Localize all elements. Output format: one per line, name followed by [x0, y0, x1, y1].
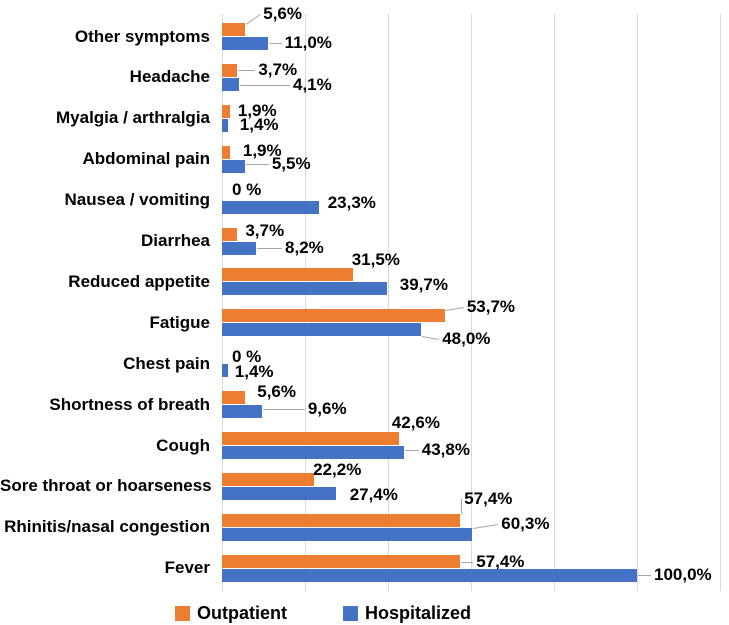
bar-hospitalized [222, 159, 245, 173]
bar-outpatient [222, 432, 399, 445]
category-label: Shortness of breath [49, 394, 210, 414]
category-label: Reduced appetite [68, 271, 210, 291]
bar-outpatient [222, 63, 238, 77]
value-label: 22,2% [313, 460, 362, 480]
leader-line [404, 449, 419, 451]
bar-hospitalized [222, 364, 228, 378]
category-label: Rhinitis/nasal congestion [4, 517, 210, 537]
value-label: 43,8% [421, 439, 470, 459]
value-label: 31,5% [351, 249, 400, 269]
value-label: 1,9% [242, 141, 282, 161]
gridline [471, 14, 472, 591]
value-label: 11,0% [284, 32, 332, 52]
category-label: Cough [156, 435, 210, 455]
outpatient-swatch [175, 606, 190, 621]
bar-outpatient [222, 104, 230, 118]
bar-outpatient [222, 554, 461, 568]
bar-hospitalized [222, 282, 387, 296]
category-label: Fatigue [149, 312, 210, 332]
category-label: Other symptoms [74, 26, 210, 46]
category-label: Fever [164, 558, 210, 578]
bar-outpatient [222, 145, 230, 159]
value-label: 3,7% [245, 221, 285, 240]
legend: Outpatient Hospitalized [0, 602, 729, 625]
bar-hospitalized [222, 37, 268, 50]
bar-hospitalized [222, 527, 473, 541]
leader-line [262, 408, 305, 410]
leader-line [246, 13, 261, 25]
bar-outpatient [222, 309, 445, 323]
value-label: 3,7% [258, 60, 298, 80]
leader-line [240, 85, 290, 87]
value-label: 1,9% [237, 101, 277, 121]
value-label: 53,7% [466, 296, 516, 316]
gridline [720, 14, 721, 591]
gridline [305, 14, 306, 591]
leader-line [422, 335, 440, 340]
value-label: 57,4% [476, 552, 525, 572]
bar-outpatient [222, 23, 246, 36]
leader-line [238, 70, 256, 72]
leader-line [638, 575, 651, 577]
value-label: 42,6% [391, 412, 440, 432]
value-label: 1,4% [239, 115, 279, 135]
category-label: Abdominal pain [82, 149, 211, 169]
leader-line [461, 499, 463, 515]
category-label: Headache [129, 67, 210, 87]
leader-line [245, 164, 269, 166]
leader-line [257, 248, 283, 249]
value-label: 27,4% [349, 485, 398, 505]
bar-hospitalized [222, 323, 422, 337]
value-label: 0 % [232, 180, 262, 200]
legend-label-hospitalized: Hospitalized [365, 603, 472, 623]
bar-outpatient [222, 513, 461, 527]
leader-line [268, 42, 282, 44]
bar-hospitalized [222, 241, 257, 255]
bar-outpatient [222, 391, 246, 405]
value-label: 5,5% [271, 154, 311, 174]
bar-hospitalized [222, 446, 404, 459]
value-label: 5,6% [257, 381, 296, 401]
value-label: 1,4% [234, 361, 274, 381]
value-label: 57,4% [464, 489, 513, 509]
category-label: Sore throat or hoarseness [0, 476, 212, 496]
category-label: Myalgia / arthralgia [56, 108, 210, 128]
legend-item-outpatient: Outpatient [175, 602, 287, 625]
leader-line [473, 524, 499, 530]
legend-label-outpatient: Outpatient [197, 603, 287, 623]
gridline [554, 14, 555, 591]
leader-line [461, 562, 474, 564]
gridline [222, 14, 223, 591]
bar-hospitalized [222, 77, 239, 91]
leader-line [445, 306, 464, 311]
hospitalized-swatch [343, 606, 358, 621]
category-label: Nausea / vomiting [64, 190, 210, 210]
value-label: 4,1% [293, 75, 332, 95]
bar-outpatient [222, 268, 353, 282]
category-label: Chest pain [123, 353, 210, 373]
value-label: 48,0% [442, 328, 491, 348]
bar-outpatient [222, 472, 315, 486]
bar-hospitalized [222, 118, 228, 132]
bar-hospitalized [222, 486, 336, 500]
gridline [637, 14, 638, 591]
value-label: 60,3% [501, 514, 550, 534]
value-label: 0 % [232, 346, 262, 366]
value-label: 23,3% [327, 193, 376, 213]
legend-item-hospitalized: Hospitalized [343, 602, 471, 625]
value-label: 39,7% [399, 274, 448, 294]
bar-hospitalized [222, 200, 319, 214]
value-label: 8,2% [285, 238, 324, 257]
value-label: 100,0% [654, 565, 712, 585]
value-label: 5,6% [263, 3, 302, 23]
value-label: 9,6% [307, 398, 347, 418]
bar-hospitalized [222, 568, 637, 582]
bar-outpatient [222, 227, 238, 241]
category-label: Diarrhea [141, 231, 210, 250]
bar-hospitalized [222, 405, 262, 419]
gridline [388, 14, 389, 591]
